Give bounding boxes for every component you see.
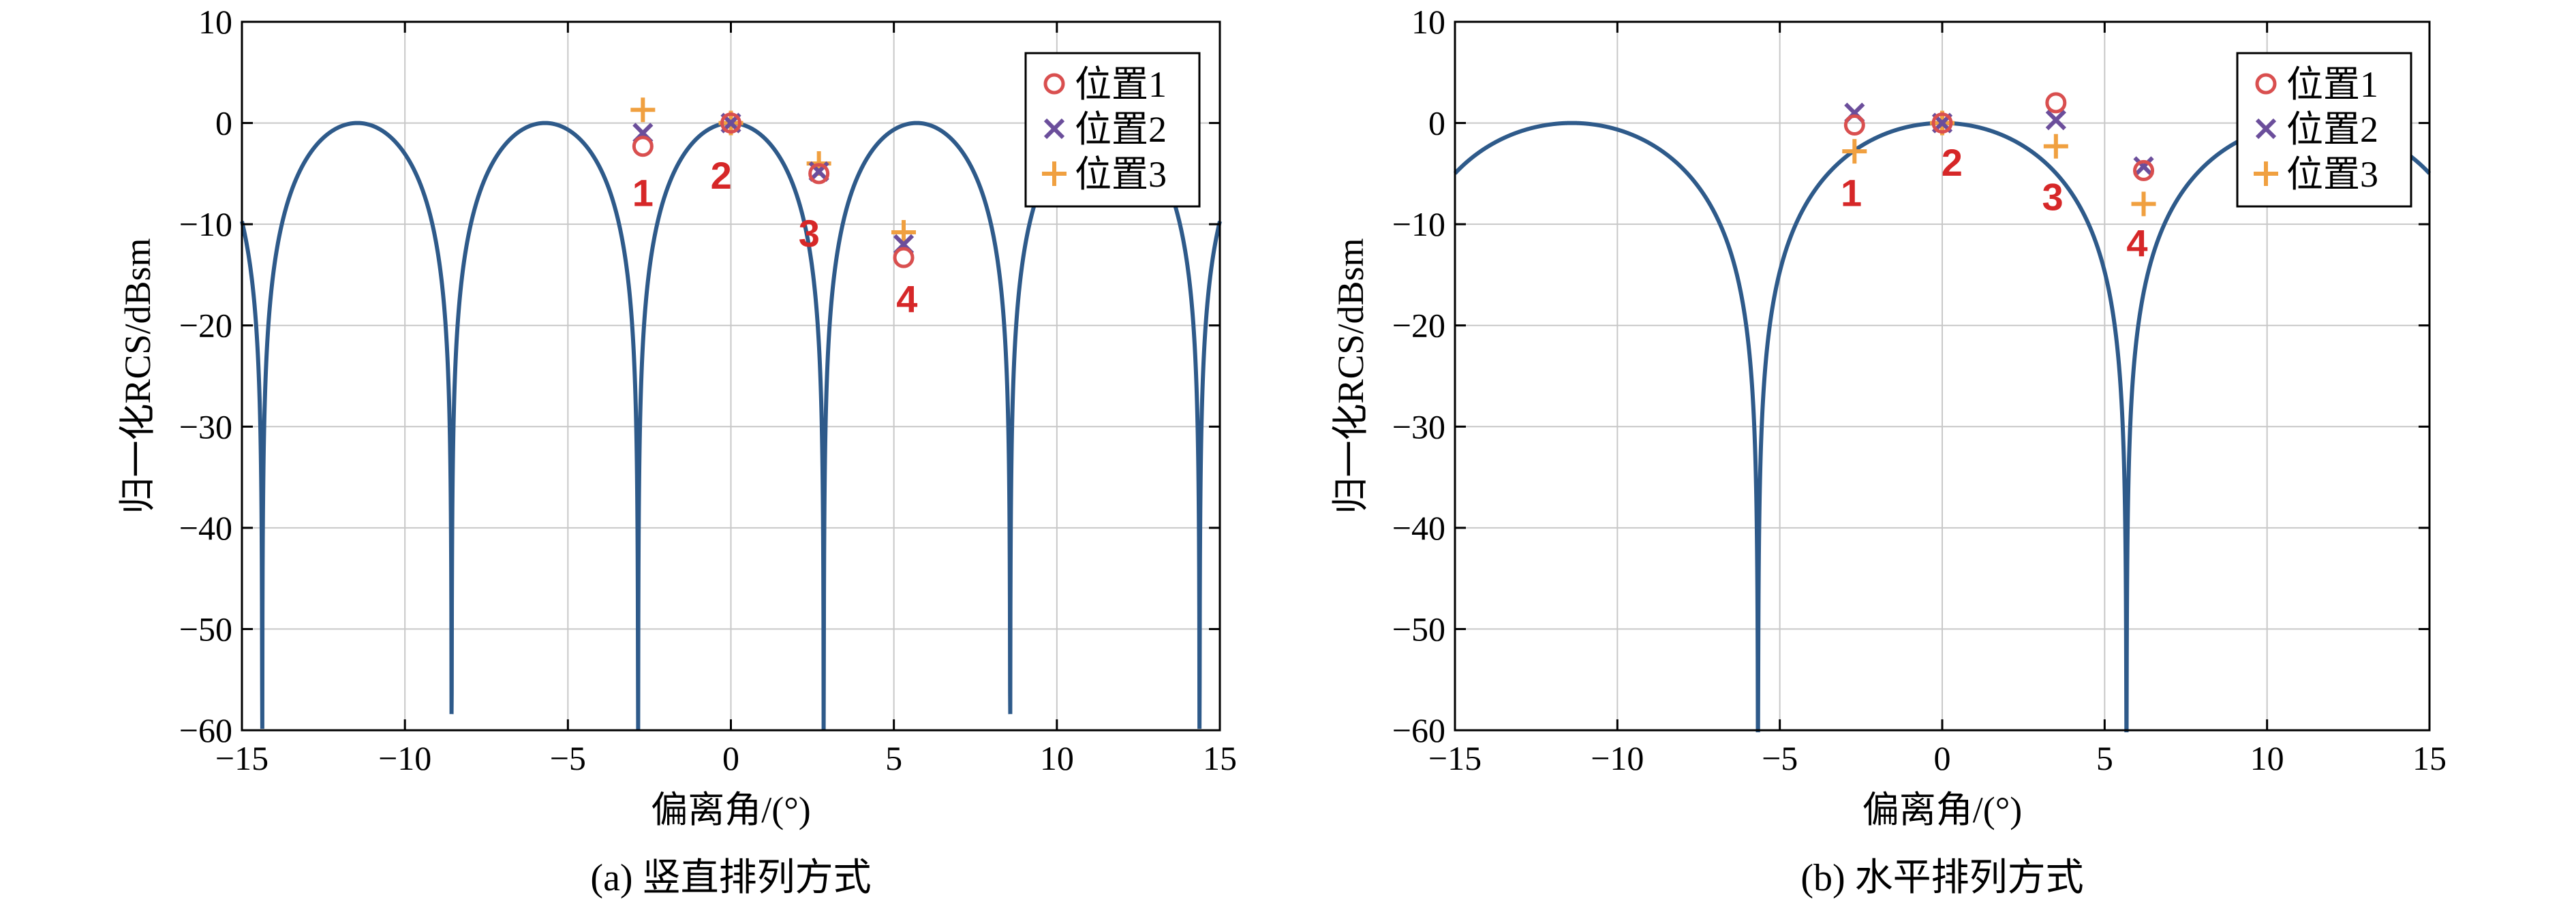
legend-marker-plus bbox=[2254, 161, 2278, 186]
y-tick-label: −50 bbox=[1392, 610, 1445, 648]
legend-entry-label: 位置2 bbox=[2286, 109, 2378, 150]
data-point-plus bbox=[1842, 139, 1867, 164]
y-tick-label: −60 bbox=[179, 711, 232, 749]
marker-stroke bbox=[2045, 109, 2066, 131]
data-point-x bbox=[2133, 156, 2154, 177]
series-circle bbox=[632, 112, 915, 268]
y-tick-label: 10 bbox=[198, 3, 232, 41]
panel-a-vertical: −15 −10 −5 0 5 10 15100−10−20−30−40−50−60偏离角/(… bbox=[117, 3, 1237, 899]
data-point-circle bbox=[720, 112, 741, 134]
legend-entry-label: 位置3 bbox=[1075, 154, 1167, 195]
y-axis-label: 归一化RCS/dBsm bbox=[1330, 238, 1371, 514]
data-point-plus bbox=[2131, 191, 2156, 217]
marker-stroke bbox=[1043, 118, 1065, 140]
data-point-circle bbox=[893, 247, 915, 268]
panel-caption: (b) 水平排列方式 bbox=[1800, 857, 2083, 899]
y-tick-label: −60 bbox=[1392, 711, 1445, 749]
data-point-plus bbox=[630, 97, 656, 123]
x-tick-label: 10 bbox=[2250, 739, 2284, 777]
y-tick-label: −10 bbox=[1392, 205, 1445, 243]
position-label: 1 bbox=[1841, 171, 1862, 214]
x-tick-label: −5 bbox=[550, 739, 586, 777]
y-tick-label: −10 bbox=[179, 205, 232, 243]
legend-entry-label: 位置2 bbox=[1075, 109, 1167, 150]
position-label: 2 bbox=[1942, 141, 1963, 184]
marker-stroke bbox=[2255, 118, 2277, 140]
series-circle bbox=[1843, 92, 2155, 181]
panel-b-horizontal: −15 −10 −5 0 5 10 15100−10−20−30−40−50−60偏离角/(… bbox=[1330, 3, 2447, 899]
data-point-plus bbox=[2043, 134, 2068, 159]
x-tick-label: −15 bbox=[215, 739, 269, 777]
position-label: 3 bbox=[2042, 175, 2063, 218]
legend-marker-circle bbox=[1043, 73, 1065, 95]
x-tick-label: −10 bbox=[1591, 739, 1644, 777]
x-tick-label: 0 bbox=[722, 739, 739, 777]
series-plus bbox=[1842, 110, 2156, 217]
y-tick-label: −20 bbox=[1392, 307, 1445, 345]
position-label: 2 bbox=[711, 154, 732, 197]
marker-stroke bbox=[2133, 156, 2154, 177]
legend-marker-circle bbox=[2255, 73, 2277, 95]
data-point-circle bbox=[808, 163, 830, 185]
y-tick-label: −50 bbox=[179, 610, 232, 648]
legend-entry-label: 位置1 bbox=[2286, 64, 2378, 105]
data-point-circle bbox=[1931, 112, 1953, 134]
x-axis-label: 偏离角/(°) bbox=[651, 790, 811, 830]
y-tick-label: 0 bbox=[215, 104, 232, 142]
data-point-circle bbox=[2133, 159, 2155, 181]
y-tick-label: −40 bbox=[1392, 509, 1445, 547]
series-x bbox=[1844, 102, 2154, 177]
position-label: 3 bbox=[799, 212, 820, 255]
x-tick-label: 0 bbox=[1934, 739, 1951, 777]
y-tick-label: −30 bbox=[1392, 407, 1445, 446]
y-tick-label: −20 bbox=[179, 307, 232, 345]
y-tick-label: 0 bbox=[1428, 104, 1445, 142]
legend-entry-label: 位置3 bbox=[2286, 154, 2378, 195]
x-tick-label: 5 bbox=[885, 739, 902, 777]
legend-marker-x bbox=[1043, 118, 1065, 140]
legend-marker-x bbox=[2255, 118, 2277, 140]
position-label: 4 bbox=[2126, 222, 2147, 265]
x-tick-label: −15 bbox=[1428, 739, 1482, 777]
x-tick-label: −10 bbox=[378, 739, 431, 777]
x-tick-label: 15 bbox=[2412, 739, 2447, 777]
data-point-circle bbox=[1843, 114, 1865, 136]
x-tick-label: 10 bbox=[1040, 739, 1074, 777]
data-point-circle bbox=[2045, 92, 2067, 114]
y-tick-label: −30 bbox=[179, 407, 232, 446]
series-x bbox=[632, 112, 915, 255]
x-tick-label: −5 bbox=[1762, 739, 1798, 777]
legend-entry-label: 位置1 bbox=[1075, 64, 1167, 105]
data-point-x bbox=[2045, 109, 2066, 131]
y-tick-label: −40 bbox=[179, 509, 232, 547]
x-axis-label: 偏离角/(°) bbox=[1862, 790, 2023, 830]
y-tick-label: 10 bbox=[1411, 3, 1445, 41]
legend-marker-plus bbox=[1042, 161, 1067, 186]
y-axis-label: 归一化RCS/dBsm bbox=[117, 238, 158, 514]
x-tick-label: 15 bbox=[1203, 739, 1237, 777]
position-label: 4 bbox=[896, 277, 917, 320]
data-point-plus bbox=[891, 220, 917, 245]
data-point-circle bbox=[632, 136, 654, 157]
position-label: 1 bbox=[632, 171, 654, 214]
x-tick-label: 5 bbox=[2096, 739, 2113, 777]
panel-caption: (a) 竖直排列方式 bbox=[590, 857, 871, 899]
